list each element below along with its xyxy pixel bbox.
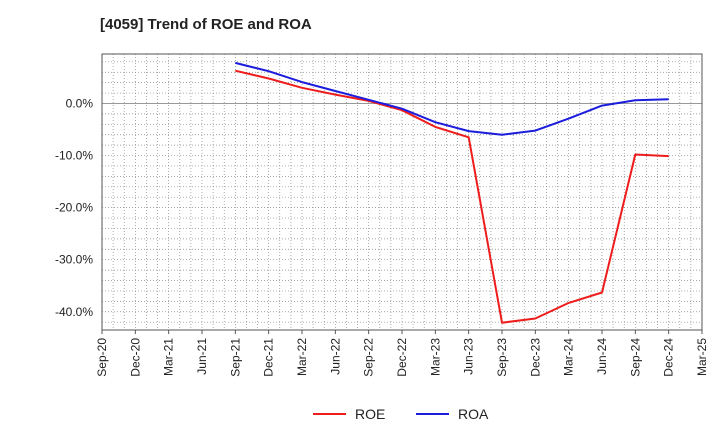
x-tick-label: Jun-22 [328,338,342,375]
x-tick-label: Mar-24 [562,338,576,376]
x-tick-label: Jun-23 [462,338,476,375]
y-tick-label: -10.0% [55,149,93,163]
x-tick-label: Jun-24 [595,338,609,375]
x-tick-label: Mar-25 [695,338,709,376]
legend-label-roe: ROE [355,406,385,422]
legend-label-roa: ROA [458,406,489,422]
x-tick-label: Sep-20 [95,338,109,377]
x-tick-label: Mar-23 [428,338,442,376]
chart-title: [4059] Trend of ROE and ROA [100,16,312,33]
x-tick-label: Dec-20 [128,338,142,377]
series-line-roa [235,61,669,136]
x-tick-label: Mar-22 [295,338,309,376]
y-tick-label: -20.0% [55,201,93,215]
x-tick-label: Dec-21 [262,338,276,377]
y-tick-label: 0.0% [66,96,94,110]
y-tick-label: -30.0% [55,253,93,267]
x-tick-label: Dec-22 [395,338,409,377]
x-tick-label: Sep-22 [362,338,376,377]
x-tick-label: Mar-21 [162,338,176,376]
x-tick-label: Dec-24 [662,338,676,377]
x-tick-label: Dec-23 [528,338,542,377]
x-tick-label: Sep-23 [495,338,509,377]
x-tick-label: Jun-21 [195,338,209,375]
x-tick-label: Sep-21 [228,338,242,377]
series-line-roe [235,69,669,324]
x-tick-label: Sep-24 [628,338,642,377]
y-tick-label: -40.0% [55,305,93,319]
